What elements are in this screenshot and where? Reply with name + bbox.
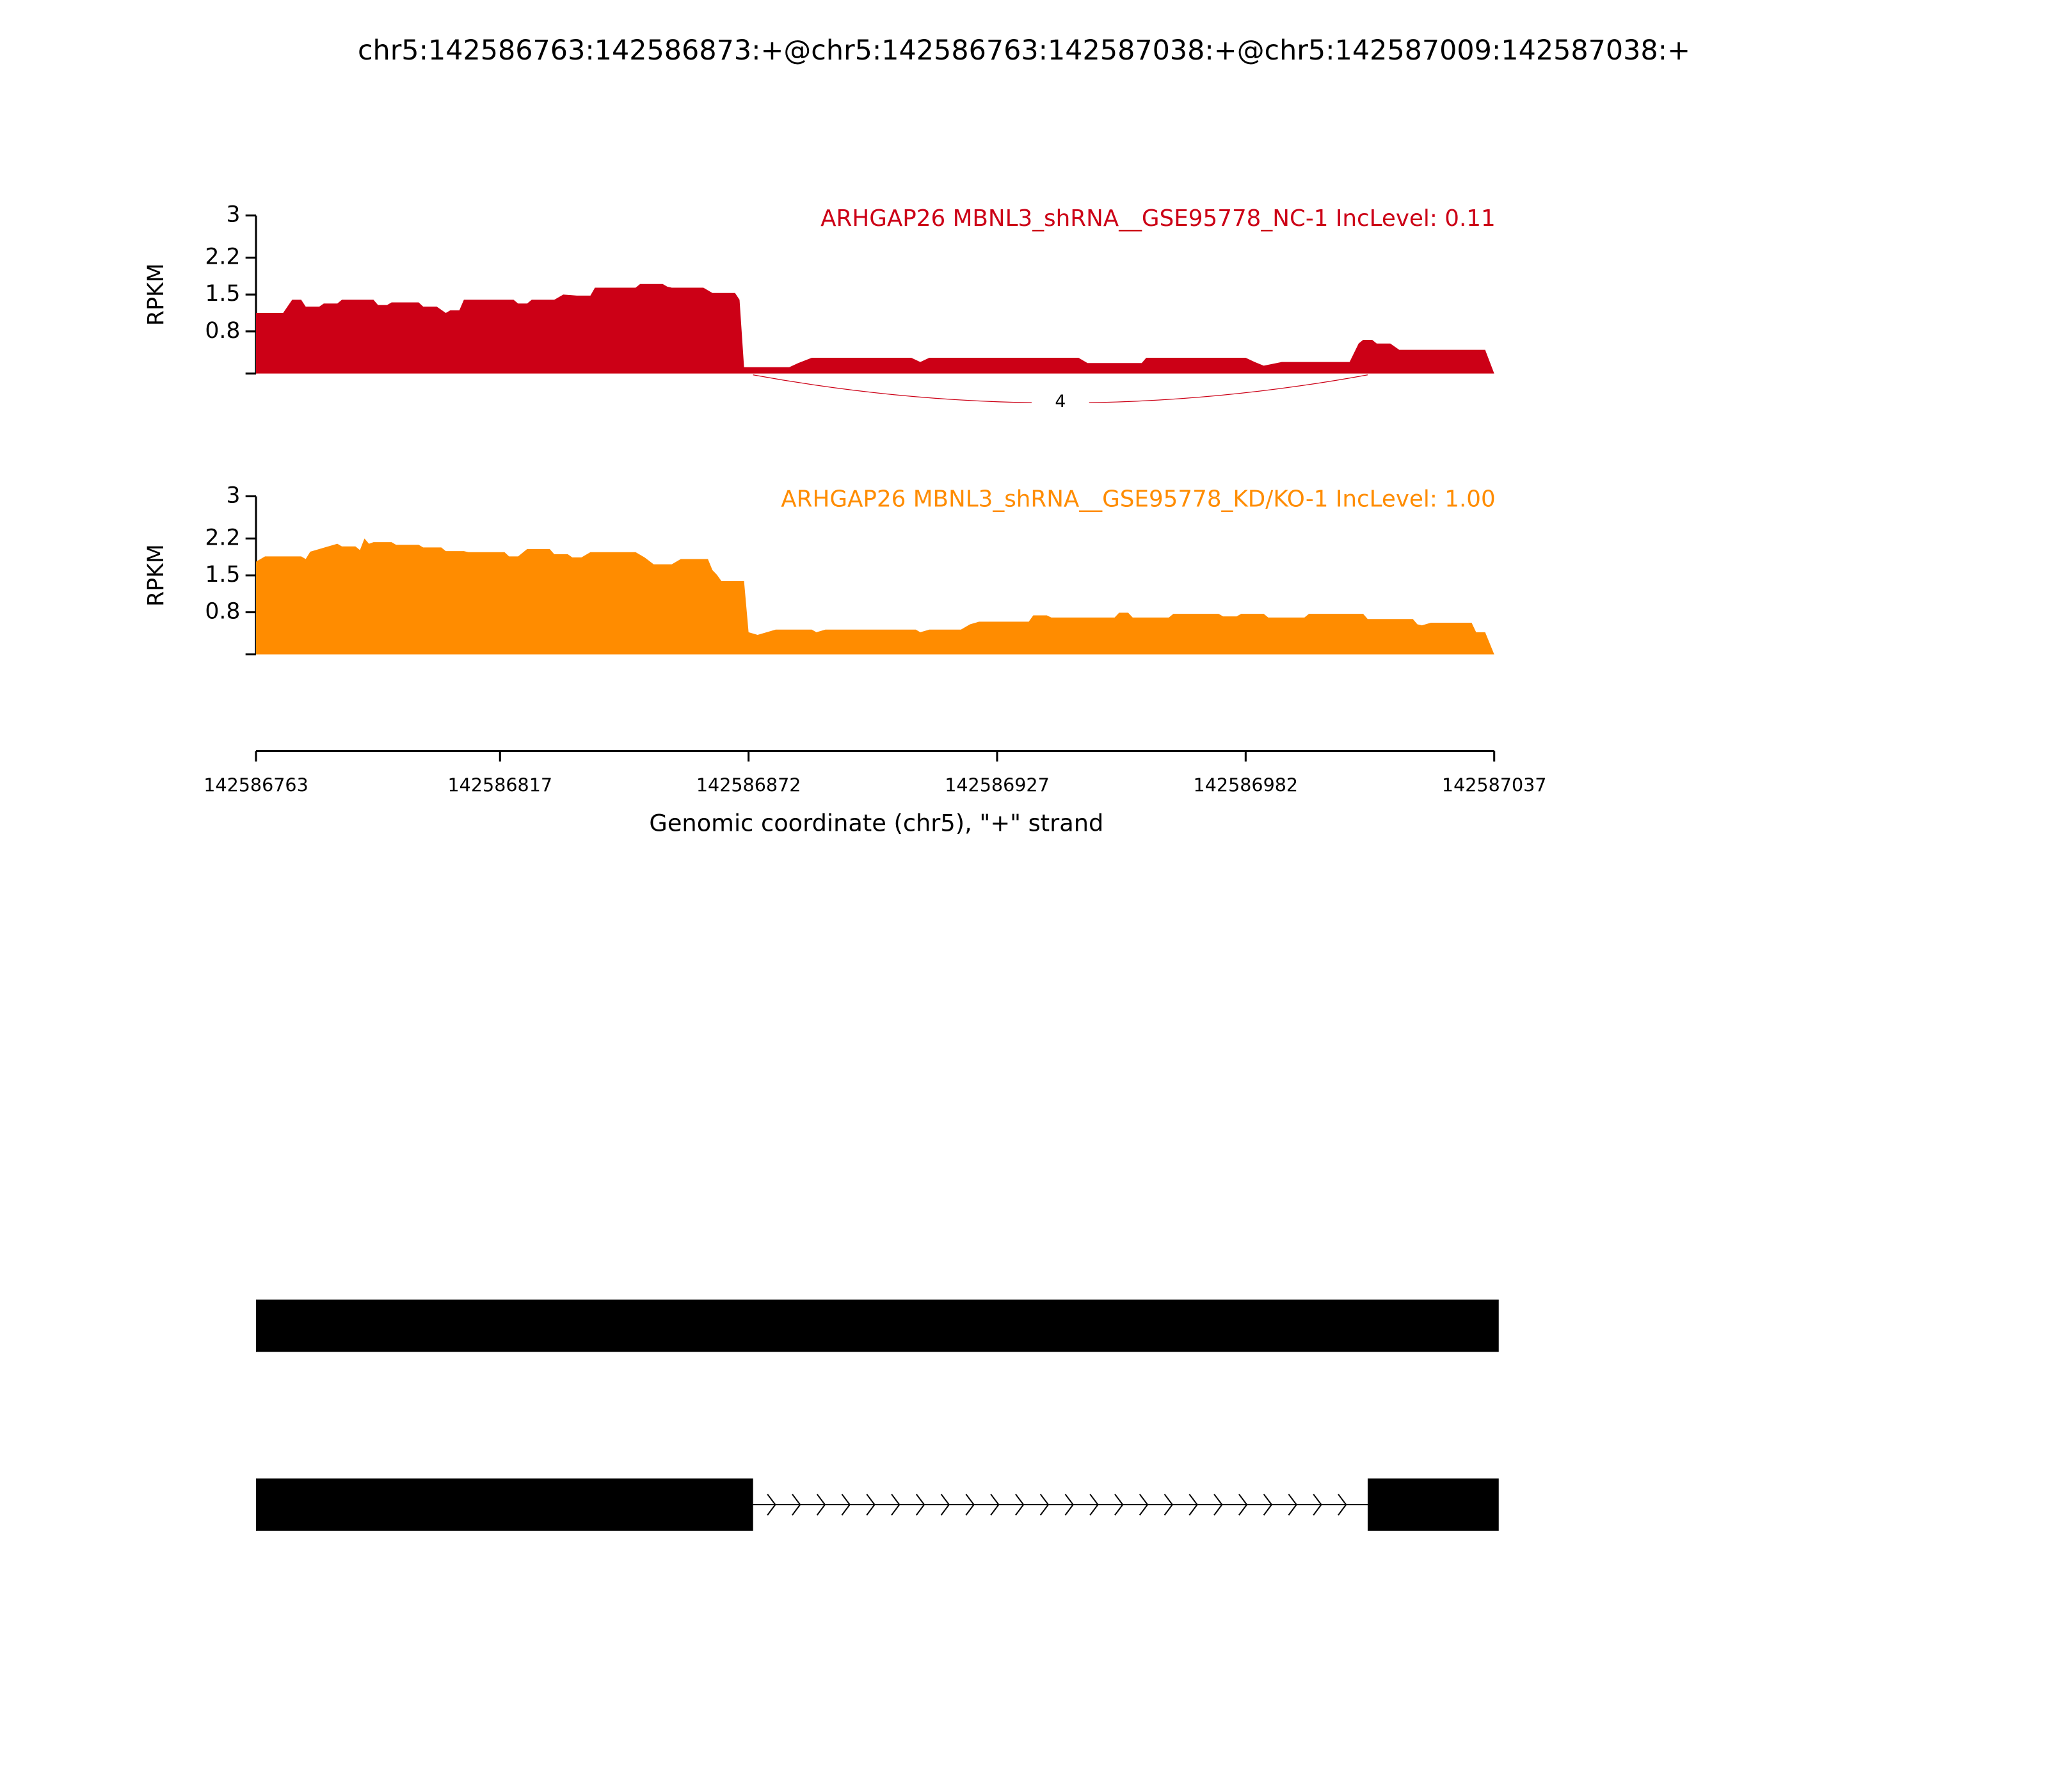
y-tick-label: 0.8 — [205, 318, 240, 344]
y-tick-label: 2.2 — [205, 244, 240, 270]
panel-title: ARHGAP26 MBNL3_shRNA__GSE95778_KD/KO-1 I… — [781, 486, 1495, 513]
x-tick-label: 142586763 — [204, 774, 308, 796]
strand-chevron — [1064, 1494, 1074, 1516]
strand-chevron — [990, 1494, 1000, 1516]
strand-chevron — [841, 1494, 851, 1516]
y-tick-label: 1.5 — [205, 281, 240, 307]
strand-chevron — [816, 1494, 826, 1516]
strand-chevron — [1164, 1494, 1174, 1516]
y-tick-label: 2.2 — [205, 525, 240, 550]
exon — [256, 1299, 1499, 1352]
strand-chevron — [1039, 1494, 1050, 1516]
strand-chevron — [1263, 1494, 1273, 1516]
y-axis-label: RPKM — [143, 263, 169, 326]
x-tick-label: 142586817 — [448, 774, 553, 796]
strand-chevron — [1139, 1494, 1149, 1516]
strand-chevron — [1213, 1494, 1223, 1516]
x-tick-label: 142586982 — [1194, 774, 1299, 796]
y-tick-label: 1.5 — [205, 562, 240, 588]
y-axis-label: RPKM — [143, 544, 169, 607]
coverage-area — [256, 284, 1494, 374]
x-axis-label: Genomic coordinate (chr5), "+" strand — [649, 809, 1103, 836]
strand-chevron — [1089, 1494, 1099, 1516]
x-tick-label: 142586872 — [696, 774, 801, 796]
strand-chevron — [1114, 1494, 1124, 1516]
strand-chevron — [1015, 1494, 1025, 1516]
page-title: chr5:142586763:142586873:+@chr5:14258676… — [358, 35, 1690, 67]
panel-title: ARHGAP26 MBNL3_shRNA__GSE95778_NC-1 IncL… — [820, 205, 1496, 232]
strand-chevron — [1288, 1494, 1297, 1516]
strand-chevron — [1188, 1494, 1198, 1516]
strand-chevron — [1313, 1494, 1322, 1516]
coverage-area — [256, 538, 1494, 655]
strand-chevron — [940, 1494, 950, 1516]
junction-label: 4 — [1055, 392, 1066, 412]
strand-chevron — [792, 1494, 801, 1516]
strand-chevron — [965, 1494, 975, 1516]
strand-chevron — [866, 1494, 876, 1516]
strand-chevron — [1338, 1494, 1347, 1516]
x-tick-label: 142587037 — [1442, 774, 1547, 796]
exon — [1367, 1478, 1499, 1531]
junction-label-bg — [1031, 392, 1089, 413]
strand-chevron — [767, 1494, 776, 1516]
x-tick-label: 142586927 — [945, 774, 1050, 796]
y-tick-label: 3 — [226, 202, 240, 228]
y-tick-label: 0.8 — [205, 599, 240, 625]
y-tick-label: 3 — [226, 483, 240, 509]
strand-chevron — [915, 1494, 925, 1516]
exon — [256, 1478, 753, 1531]
strand-chevron — [1238, 1494, 1248, 1516]
strand-chevron — [891, 1494, 900, 1516]
